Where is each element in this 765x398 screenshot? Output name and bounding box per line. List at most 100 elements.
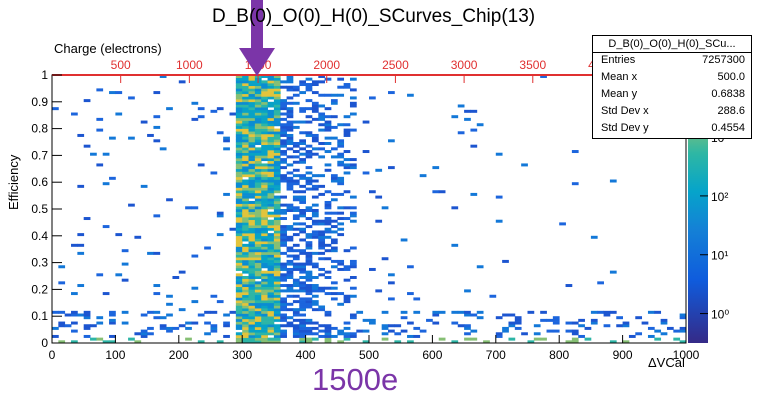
heatmap-cell (254, 308, 262, 312)
heatmap-cell (261, 125, 268, 129)
stats-row: Std Dev x 288.6 (593, 104, 751, 121)
heatmap-cell (337, 259, 345, 263)
heatmap-cell (261, 96, 268, 100)
heatmap-cell (248, 249, 256, 253)
heatmap-cell (292, 150, 300, 154)
heatmap-cell (248, 259, 256, 263)
heatmap-cell (292, 222, 300, 226)
heatmap-cell (267, 270, 275, 274)
stats-label: Std Dev y (601, 122, 649, 134)
heatmap-cell (235, 233, 243, 237)
top-tick-label: 1000 (176, 58, 203, 72)
heatmap-cell (248, 246, 256, 250)
heatmap-cell (273, 292, 281, 296)
heatmap-cell (248, 160, 256, 164)
heatmap-cell (476, 310, 484, 314)
heatmap-cell (381, 332, 389, 336)
heatmap-cell (280, 267, 287, 271)
heatmap-cell (273, 179, 281, 183)
heatmap-cell (311, 262, 319, 266)
heatmap-cell (267, 155, 275, 159)
heatmap-cell (254, 259, 262, 263)
heatmap-cell (235, 276, 243, 279)
heatmap-cell (235, 182, 243, 186)
heatmap-cell (235, 230, 243, 234)
heatmap-cell (235, 176, 243, 180)
heatmap-cell (273, 174, 281, 178)
heatmap-cell (261, 99, 268, 103)
heatmap-cell (153, 125, 161, 129)
heatmap-cell (261, 179, 268, 183)
heatmap-cell (254, 265, 262, 269)
heatmap-cell (280, 318, 287, 322)
heatmap-cell (210, 310, 218, 314)
heatmap-cell (552, 316, 560, 320)
heatmap-cell (318, 192, 326, 196)
heatmap-cell (235, 262, 243, 266)
heatmap-cell (292, 334, 300, 338)
heatmap-cell (242, 243, 249, 247)
heatmap-cell (115, 273, 123, 277)
heatmap-cell (292, 155, 300, 159)
heatmap-cell (299, 262, 306, 266)
heatmap-cell (235, 305, 243, 309)
heatmap-cell (464, 310, 471, 314)
heatmap-cell (267, 243, 275, 247)
heatmap-cell (140, 313, 148, 317)
heatmap-cell (267, 101, 275, 105)
heatmap-cell (292, 332, 300, 336)
heatmap-cell (273, 163, 281, 167)
heatmap-cell (235, 142, 243, 145)
heatmap-cell (311, 101, 319, 105)
heatmap-cell (292, 182, 300, 186)
heatmap-cell (311, 107, 319, 111)
heatmap-cell (292, 179, 300, 183)
heatmap-cell (603, 324, 611, 328)
heatmap-cell (248, 270, 256, 274)
heatmap-cell (388, 91, 395, 95)
heatmap-cell (590, 310, 598, 314)
heatmap-cell (153, 284, 161, 288)
heatmap-cell (280, 225, 287, 229)
heatmap-cell (261, 289, 268, 293)
heatmap-cell (273, 142, 281, 145)
heatmap-cell (286, 120, 294, 124)
heatmap-cell (254, 214, 262, 218)
heatmap-cell (235, 136, 243, 140)
heatmap-cell (305, 340, 313, 344)
heatmap-cell (280, 217, 287, 221)
heatmap-cell (242, 77, 249, 81)
heatmap-cell (254, 101, 262, 105)
heatmap-cell (273, 158, 281, 162)
heatmap-cell (273, 227, 281, 231)
heatmap-cell (330, 297, 338, 301)
heatmap-cell (305, 262, 313, 266)
heatmap-cell (273, 251, 281, 255)
heatmap-cell (235, 131, 243, 135)
heatmap-cell (299, 337, 306, 341)
heatmap-cell (254, 195, 262, 199)
heatmap-cell (96, 337, 104, 341)
heatmap-cell (286, 294, 294, 298)
heatmap-cell (299, 176, 306, 180)
heatmap-cell (305, 233, 313, 237)
heatmap-cell (204, 332, 211, 336)
heatmap-cell (286, 112, 294, 116)
heatmap-cell (679, 316, 687, 320)
heatmap-cell (166, 329, 173, 333)
heatmap-cell (273, 104, 281, 108)
heatmap-cell (242, 324, 249, 328)
heatmap-cell (235, 217, 243, 221)
heatmap-cell (330, 230, 338, 234)
heatmap-cell (267, 83, 275, 87)
heatmap-cell (254, 219, 262, 223)
heatmap-cell (343, 150, 351, 154)
heatmap-cell (242, 136, 249, 140)
heatmap-cell (470, 144, 478, 148)
y-tick-label: 0.7 (31, 148, 48, 162)
heatmap-cell (178, 80, 186, 84)
heatmap-cell (235, 251, 243, 255)
stats-row: Mean x 500.0 (593, 70, 751, 87)
heatmap-cell (261, 281, 268, 285)
heatmap-cell (273, 150, 281, 154)
